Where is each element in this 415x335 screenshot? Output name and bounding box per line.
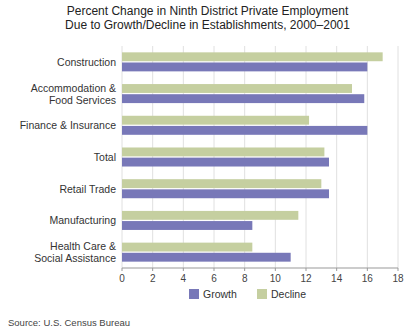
title: Percent Change in Ninth District Private… [65, 4, 350, 32]
tick [214, 268, 215, 271]
tick-label: 10 [270, 273, 282, 284]
tick-label: 6 [211, 273, 217, 284]
category-label: Retail Trade [59, 183, 116, 195]
bar [122, 221, 252, 230]
legend-swatch [189, 289, 199, 299]
bar [122, 147, 324, 156]
bar [122, 62, 367, 71]
tick [306, 268, 307, 271]
bar [122, 116, 309, 125]
tick [152, 268, 153, 271]
legend-label: Decline [271, 288, 306, 300]
category-label: Manufacturing [49, 214, 116, 226]
tick [398, 268, 399, 271]
bars [122, 52, 383, 261]
tick [244, 268, 245, 271]
category-label: Finance & Insurance [20, 119, 116, 131]
bar [122, 189, 329, 198]
tick-label: 18 [392, 273, 404, 284]
grid-line [214, 46, 215, 268]
bar [122, 243, 252, 252]
grid-line [336, 46, 337, 268]
tick-label: 4 [181, 273, 187, 284]
category-label: Total [94, 151, 116, 163]
legend-swatch [257, 289, 267, 299]
source: Source: U.S. Census Bureau [8, 317, 130, 328]
legend: Growth Decline [189, 288, 306, 300]
category-label: Health Care &Social Assistance [34, 240, 116, 264]
bar [122, 253, 291, 262]
grid-line [275, 46, 276, 268]
tick-label: 0 [119, 273, 125, 284]
legend-label: Growth [203, 288, 237, 300]
bar [122, 179, 321, 188]
grid [122, 46, 398, 268]
tick-label: 8 [242, 273, 248, 284]
chart: Percent Change in Ninth District Private… [0, 0, 415, 335]
tick [367, 268, 368, 271]
x-axis [122, 268, 398, 269]
grid-line [244, 46, 245, 268]
tick-label: 16 [362, 273, 374, 284]
tick-label: 14 [331, 273, 343, 284]
grid-line [398, 46, 399, 268]
category-label: Construction [57, 56, 116, 68]
tick-label: 12 [300, 273, 312, 284]
tick-label: 2 [150, 273, 156, 284]
category-label: Accommodation &Food Services [31, 82, 116, 106]
grid-line [183, 46, 184, 268]
grid-line [306, 46, 307, 268]
bar [122, 126, 367, 135]
bar [122, 94, 364, 103]
grid-line [122, 46, 123, 268]
tick [122, 268, 123, 271]
tick [183, 268, 184, 271]
tick [275, 268, 276, 271]
tick [336, 268, 337, 271]
bar [122, 158, 329, 167]
grid-line [152, 46, 153, 268]
grid-line [367, 46, 368, 268]
bar [122, 52, 383, 61]
bar [122, 84, 352, 93]
bar [122, 211, 298, 220]
